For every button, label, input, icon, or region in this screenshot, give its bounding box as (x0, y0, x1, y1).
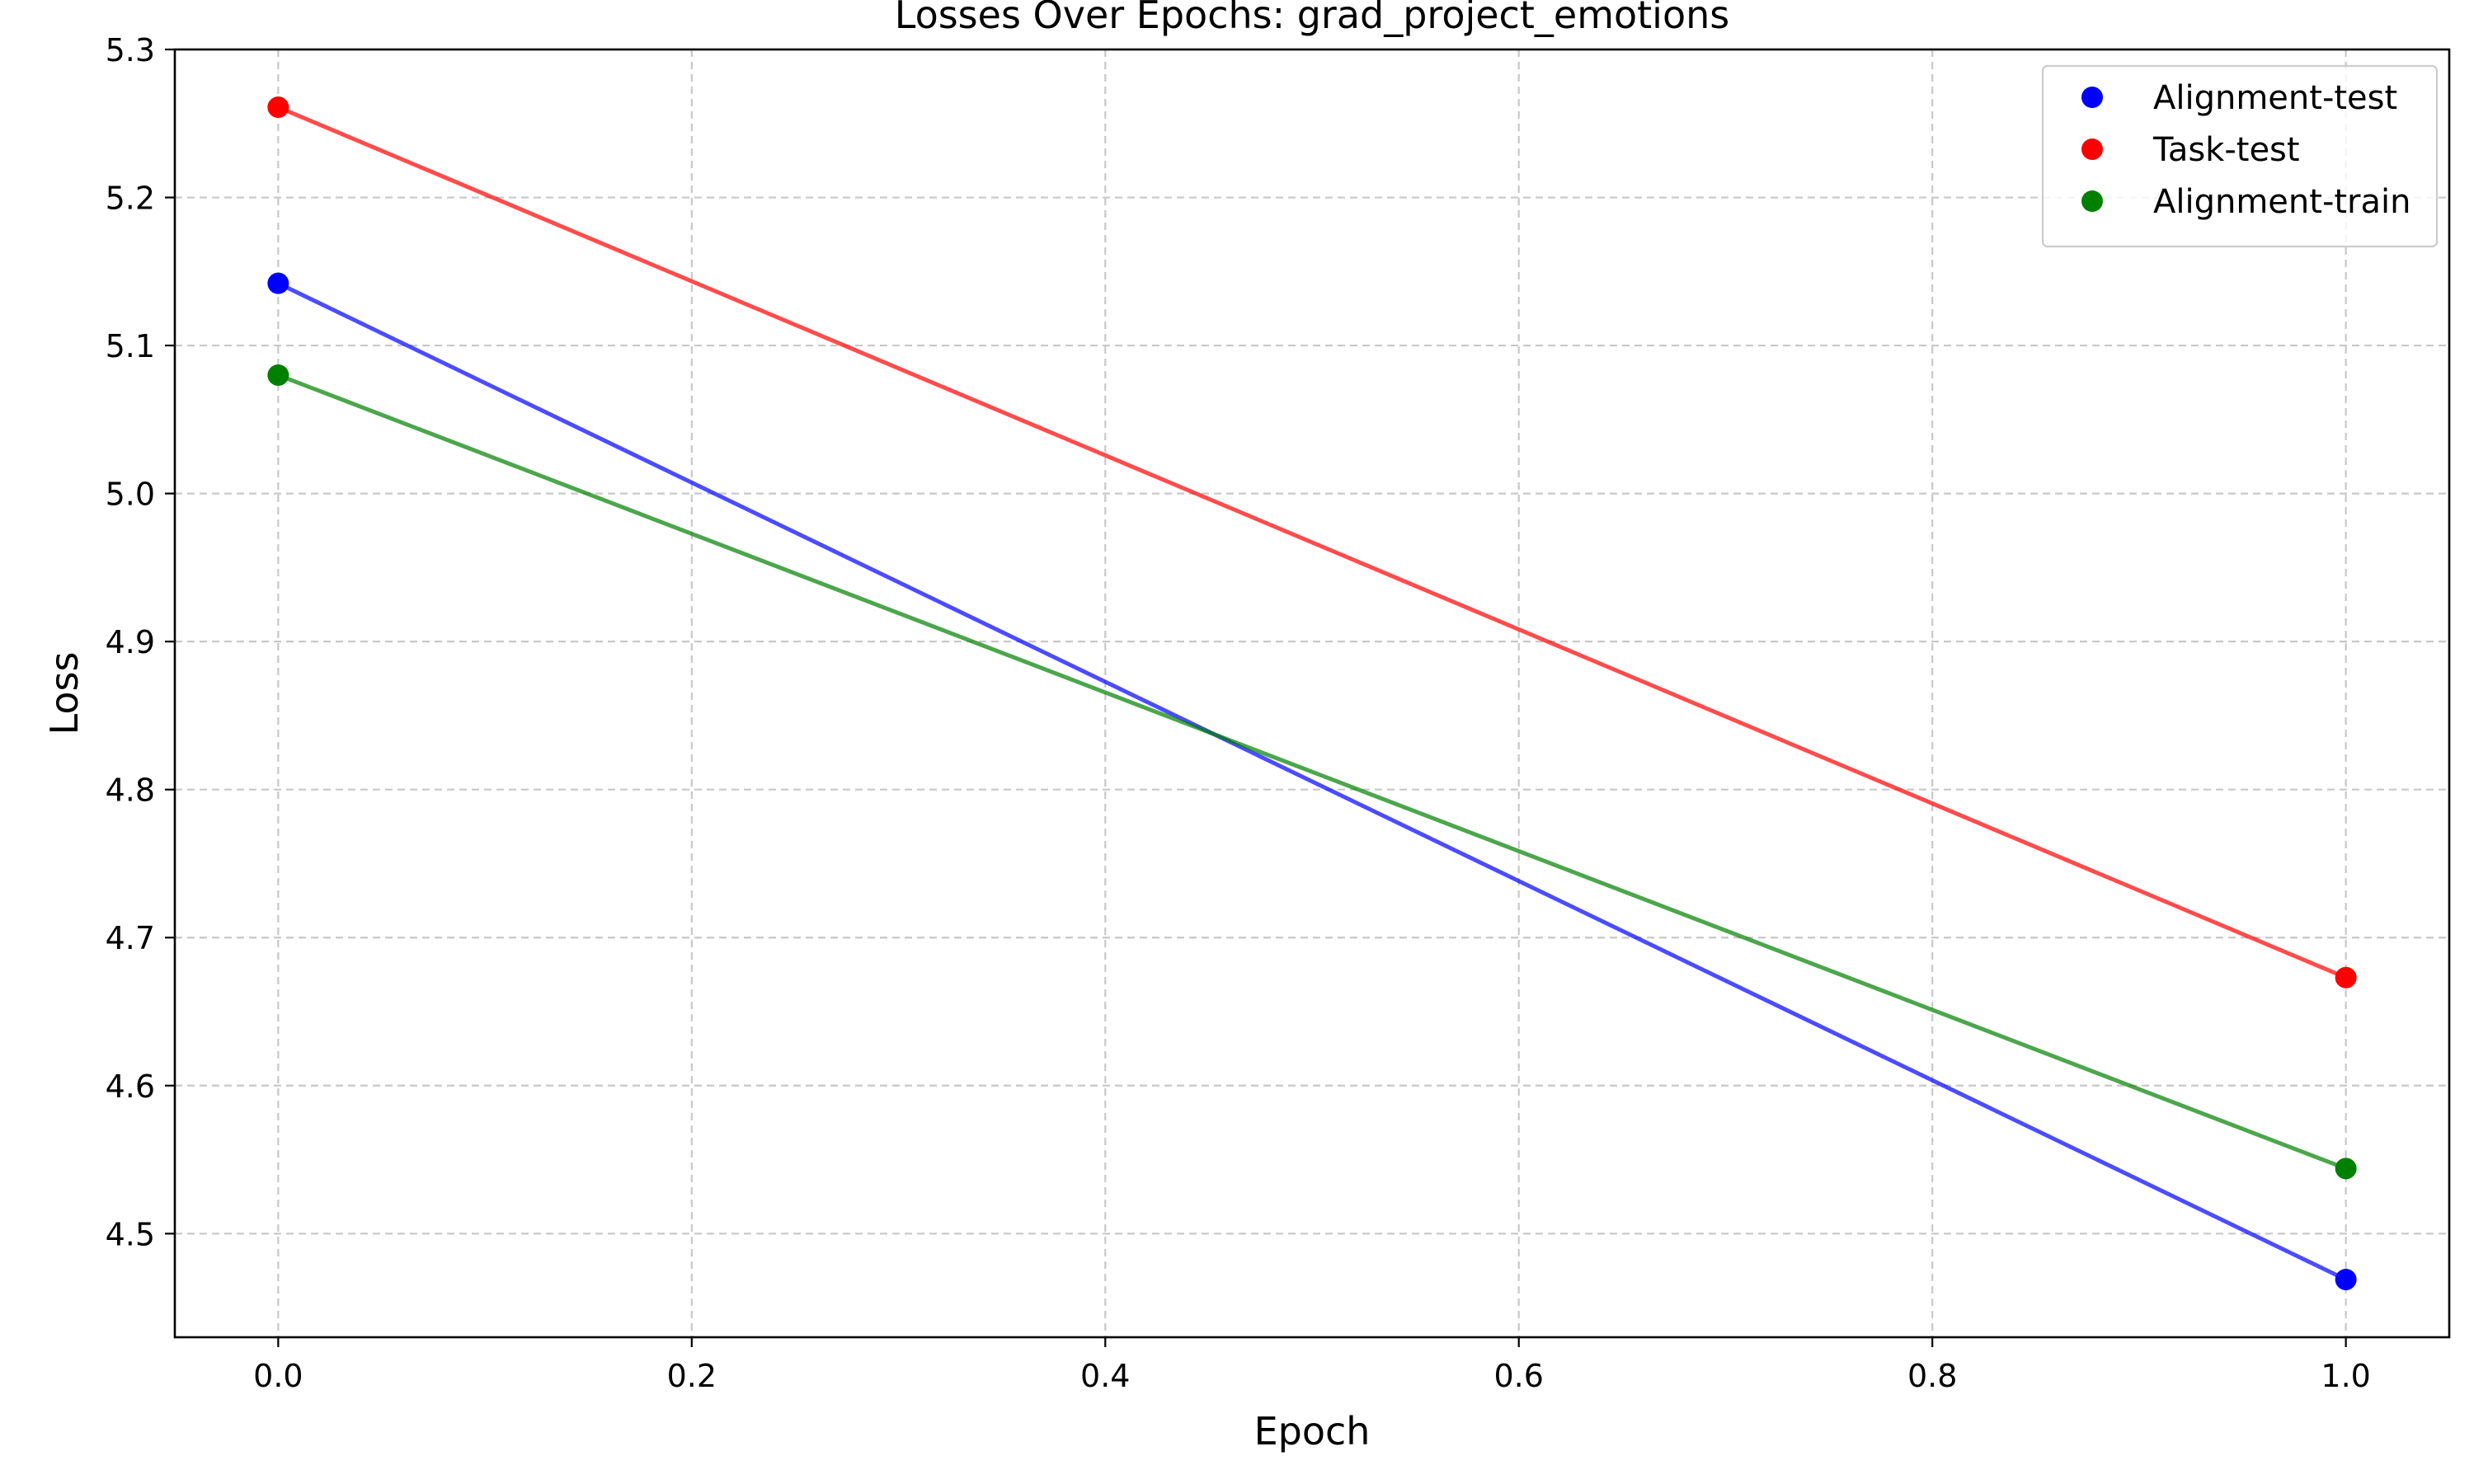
tick-layer: 0.0 0.2 0.4 0.6 0.8 1.0 4.5 4.6 4.7 4.8 4.9 5.0 5.1 5… (106, 32, 2371, 1394)
y-tick-label: 4.8 (106, 773, 155, 809)
y-tick-label: 4.6 (106, 1068, 155, 1105)
series-line-alignment-train (277, 373, 2347, 1171)
y-tick-label: 4.9 (106, 624, 155, 660)
y-axis-label: Loss (42, 652, 87, 735)
series-line-task-test (277, 105, 2347, 980)
legend-label-task-test: Task-test (2152, 131, 2300, 169)
series-layer (267, 96, 2357, 1290)
data-point-task-test (267, 96, 289, 119)
y-tick-label: 4.7 (106, 920, 155, 956)
data-point-task-test (2335, 966, 2357, 989)
x-tick-label: 0.6 (1494, 1358, 1544, 1394)
x-tick-label: 0.0 (253, 1358, 303, 1394)
y-tick-label: 5.3 (106, 32, 155, 68)
y-tick-label: 5.1 (106, 328, 155, 364)
legend-marker-alignment-test (2081, 87, 2103, 108)
legend-box (2041, 64, 2439, 248)
x-tick-label: 0.4 (1080, 1358, 1130, 1394)
x-tick-label: 0.8 (1907, 1358, 1957, 1394)
legend-marker-task-test (2081, 139, 2103, 160)
y-tick-label: 4.5 (106, 1216, 155, 1252)
x-axis-label: Epoch (1254, 1409, 1371, 1453)
x-tick-label: 0.2 (667, 1358, 717, 1394)
legend: Alignment-test Task-test Alignment-train (2041, 64, 2439, 248)
data-point-alignment-test (267, 272, 289, 294)
legend-label-alignment-train: Alignment-train (2153, 183, 2411, 221)
plot-frame (173, 48, 2451, 1339)
y-tick-label: 5.0 (106, 477, 155, 513)
legend-label-alignment-test: Alignment-test (2153, 79, 2397, 117)
data-point-alignment-train (2335, 1158, 2357, 1180)
legend-marker-alignment-train (2081, 190, 2103, 212)
y-tick-label: 5.2 (106, 181, 155, 217)
series-line-alignment-test (277, 281, 2347, 1282)
data-point-alignment-train (267, 364, 289, 386)
x-tick-label: 1.0 (2321, 1358, 2370, 1394)
data-point-alignment-test (2335, 1268, 2357, 1290)
chart-title: Losses Over Epochs: grad_project_emotion… (895, 0, 1729, 37)
